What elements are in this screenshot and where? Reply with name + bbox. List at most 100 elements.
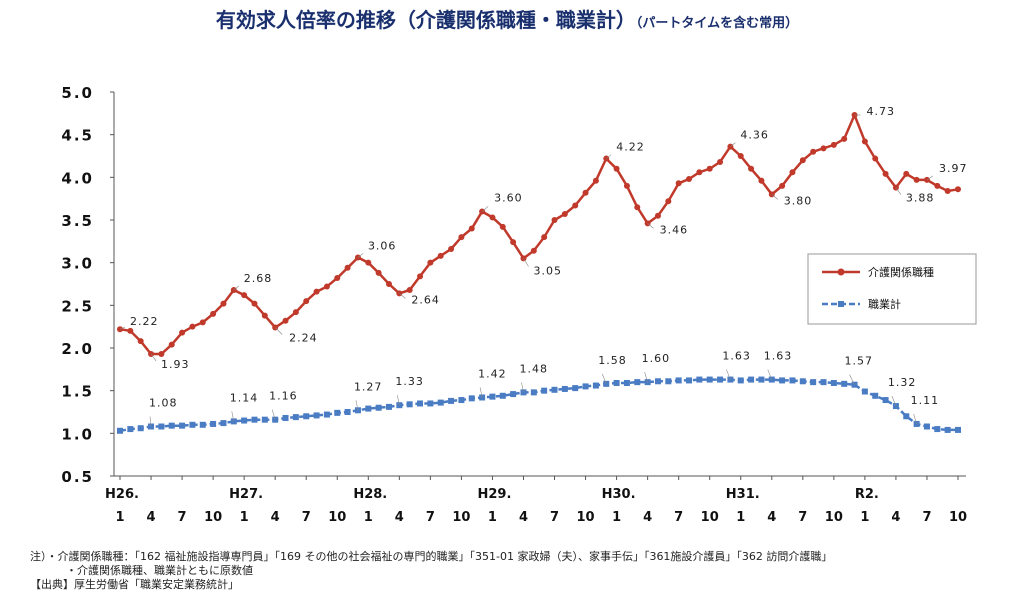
data-point xyxy=(541,387,548,394)
data-point xyxy=(489,393,496,400)
data-point xyxy=(934,426,941,433)
data-point xyxy=(582,189,589,196)
data-point xyxy=(654,212,661,219)
data-point xyxy=(168,341,175,348)
data-point xyxy=(686,377,693,384)
data-point xyxy=(779,377,786,384)
data-point xyxy=(861,138,868,145)
x-tick-label-month: 1 xyxy=(240,510,249,525)
series-line-1 xyxy=(119,378,958,433)
data-label: 4.36 xyxy=(740,129,769,142)
data-point xyxy=(717,158,724,165)
data-point xyxy=(582,383,589,390)
data-point xyxy=(406,401,413,408)
data-label-leader xyxy=(119,326,126,330)
data-point xyxy=(468,395,475,402)
data-point xyxy=(179,329,186,336)
data-point xyxy=(417,273,424,280)
data-label: 1.32 xyxy=(888,376,917,389)
data-point xyxy=(334,275,341,282)
data-label: 2.24 xyxy=(289,332,318,345)
data-label-leader xyxy=(606,154,612,159)
x-tick-label-month: 1 xyxy=(364,510,373,525)
x-tick-label-month: 10 xyxy=(452,510,470,525)
data-point xyxy=(510,239,517,246)
data-point xyxy=(592,382,599,389)
x-tick-label-month: 4 xyxy=(891,510,900,525)
data-point xyxy=(385,403,392,410)
data-label: 1.08 xyxy=(149,397,178,410)
data-point xyxy=(313,412,320,419)
data-point xyxy=(210,420,217,427)
x-tick-label-month: 10 xyxy=(577,510,595,525)
data-label: 1.93 xyxy=(161,358,190,371)
x-tick-label-month: 10 xyxy=(204,510,222,525)
data-point xyxy=(241,417,248,424)
data-point xyxy=(241,292,248,299)
data-point xyxy=(137,338,144,345)
data-label: 1.57 xyxy=(845,355,874,368)
x-tick-label-month: 10 xyxy=(825,510,843,525)
data-point xyxy=(872,392,879,399)
data-label: 4.22 xyxy=(616,141,645,154)
chart-subtitle: （パートタイムを含む常用） xyxy=(635,16,799,31)
data-point xyxy=(654,378,661,385)
data-point xyxy=(696,169,703,176)
data-point xyxy=(717,376,724,383)
x-tick-label-month: 7 xyxy=(674,510,683,525)
data-label: 1.63 xyxy=(722,350,751,363)
data-label-leader xyxy=(150,353,157,362)
data-point xyxy=(551,386,558,393)
data-label-leader xyxy=(644,372,648,383)
data-point xyxy=(830,379,837,386)
data-label-leader xyxy=(730,142,736,147)
data-point xyxy=(406,286,413,293)
data-point xyxy=(923,423,930,430)
data-point xyxy=(789,377,796,384)
data-point xyxy=(789,169,796,176)
x-tick-label-month: 1 xyxy=(488,510,497,525)
data-point xyxy=(820,145,827,152)
data-point xyxy=(841,380,848,387)
data-label: 3.46 xyxy=(660,223,689,236)
data-point xyxy=(344,264,351,271)
data-label-leader xyxy=(913,413,917,425)
data-point xyxy=(955,186,961,193)
x-tick-label-month: 4 xyxy=(395,510,404,525)
data-point xyxy=(220,420,227,427)
x-tick-label-month: 1 xyxy=(860,510,869,525)
data-point xyxy=(168,422,175,429)
x-tick-label-year: H29. xyxy=(477,487,511,502)
data-point xyxy=(303,298,310,305)
data-point xyxy=(292,309,299,316)
data-point xyxy=(561,385,568,392)
data-label-leader xyxy=(771,194,778,200)
note-source: 【出典】厚生労働省「職業安定業務統計」 xyxy=(30,578,239,591)
data-label-leader xyxy=(926,175,934,181)
data-point xyxy=(551,217,558,223)
data-label: 1.33 xyxy=(395,375,424,388)
data-point xyxy=(510,391,517,398)
data-point xyxy=(955,426,961,433)
x-tick-label-year: H30. xyxy=(602,487,636,502)
data-label: 3.88 xyxy=(906,192,935,205)
data-point xyxy=(489,214,496,221)
legend-label: 職業計 xyxy=(868,297,901,311)
chart-title-row: 有効求人倍率の推移（介護関係職種・職業計）（パートタイムを含む常用） xyxy=(0,4,1014,33)
data-point xyxy=(882,397,889,404)
data-point xyxy=(261,416,268,423)
x-tick-label-month: 10 xyxy=(949,510,967,525)
data-label-leader xyxy=(481,206,489,212)
series-line-0 xyxy=(119,111,959,356)
data-point xyxy=(572,202,579,209)
x-tick-label-month: 7 xyxy=(302,510,311,525)
data-point xyxy=(158,350,165,357)
data-point xyxy=(375,269,382,276)
legend-label: 介護関係職種 xyxy=(868,265,934,279)
data-point xyxy=(675,180,682,187)
data-point xyxy=(882,170,889,177)
data-point xyxy=(944,426,951,433)
data-point xyxy=(799,378,806,385)
data-label-leader xyxy=(726,369,731,380)
data-point xyxy=(613,379,620,386)
